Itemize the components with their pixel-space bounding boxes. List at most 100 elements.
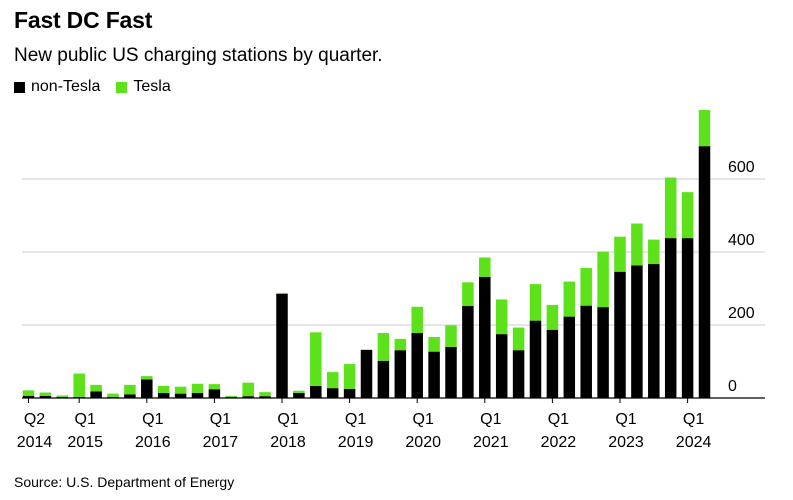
y-tick-labels: 0 200 400 600 xyxy=(728,159,755,395)
bar-non-tesla-q3-2022 xyxy=(580,305,592,398)
bar-non-tesla-q2-2015 xyxy=(90,391,102,398)
bar-non-tesla-q2-2019 xyxy=(360,349,373,398)
chart-subtitle: New public US charging stations by quart… xyxy=(14,45,383,66)
x-tick-labels: Q2 2014 Q1 2015 Q1 2016 Q1 2017 Q1 2018 Q1 2019 Q1 20… xyxy=(17,398,712,451)
bar-tesla-q3-2021 xyxy=(512,327,525,351)
x-tick-label-year: 2017 xyxy=(203,434,239,451)
x-tick-label-quarter: Q2 xyxy=(24,411,45,428)
x-tick-label-year: 2023 xyxy=(608,434,644,451)
bar-tesla-q4-2021 xyxy=(529,284,542,321)
bar-non-tesla-q1-2021 xyxy=(479,276,491,398)
bar-tesla-q2-2017 xyxy=(225,395,238,397)
bar-non-tesla-q2-2020 xyxy=(428,351,440,398)
bar-tesla-q2-2023 xyxy=(631,223,643,266)
bar-non-tesla-q4-2019 xyxy=(394,350,407,398)
bar-non-tesla-q1-2024 xyxy=(681,238,694,398)
x-tick-label-quarter: Q1 xyxy=(142,411,163,428)
bar-non-tesla-q2-2022 xyxy=(563,316,576,398)
bar-non-tesla-q4-2021 xyxy=(529,320,542,398)
source-note: Source: U.S. Department of Energy xyxy=(14,474,235,490)
bar-tesla-q1-2017 xyxy=(208,384,221,390)
bar-tesla-q4-2020 xyxy=(462,282,474,307)
bar-non-tesla-q2-2021 xyxy=(495,334,508,398)
bar-non-tesla-q1-2022 xyxy=(546,329,559,398)
bar-tesla-q2-2020 xyxy=(428,337,440,352)
legend: non-Tesla Tesla xyxy=(14,78,187,96)
legend-swatch-non-tesla xyxy=(14,81,25,93)
x-tick-label-year: 2022 xyxy=(541,434,577,451)
bar-non-tesla-q4-2015 xyxy=(124,394,136,398)
bar-tesla-q1-2018 xyxy=(276,292,288,294)
bar-non-tesla-q3-2016 xyxy=(174,393,187,398)
bar-non-tesla-q3-2018 xyxy=(310,385,322,398)
bar-non-tesla-q1-2023 xyxy=(614,271,626,398)
x-tick-label-quarter: Q1 xyxy=(75,411,96,428)
bar-tesla-q4-2022 xyxy=(597,251,609,308)
y-tick-label-400: 400 xyxy=(728,232,755,249)
bar-tesla-q2-2024 xyxy=(698,110,711,147)
bar-tesla-q1-2022 xyxy=(546,304,559,330)
bars xyxy=(22,110,711,398)
bar-tesla-q1-2016 xyxy=(141,376,153,380)
bar-tesla-q4-2014 xyxy=(56,395,69,397)
x-tick-label-quarter: Q1 xyxy=(345,411,366,428)
bar-tesla-q3-2020 xyxy=(445,325,457,347)
bar-tesla-q2-2014 xyxy=(22,390,35,396)
x-tick-label-quarter: Q1 xyxy=(683,411,704,428)
x-tick-label-year: 2019 xyxy=(338,434,374,451)
bar-non-tesla-q3-2020 xyxy=(445,346,457,398)
bar-tesla-q4-2016 xyxy=(191,383,204,393)
bar-non-tesla-q2-2014 xyxy=(22,395,35,398)
bar-tesla-q2-2018 xyxy=(293,390,305,393)
legend-item-tesla: Tesla xyxy=(116,78,171,96)
bar-tesla-q4-2023 xyxy=(664,177,677,239)
bar-tesla-q3-2022 xyxy=(580,268,592,306)
bar-tesla-q1-2023 xyxy=(614,236,626,272)
x-tick-label-quarter: Q1 xyxy=(277,411,298,428)
y-tick-label-200: 200 xyxy=(728,305,755,322)
bar-non-tesla-q4-2022 xyxy=(597,307,609,398)
bar-tesla-q3-2019 xyxy=(377,333,390,361)
bar-tesla-q4-2019 xyxy=(394,338,407,351)
bar-non-tesla-q4-2020 xyxy=(462,306,474,398)
chart-title: Fast DC Fast xyxy=(14,7,153,33)
bar-tesla-q2-2015 xyxy=(90,384,102,392)
bar-tesla-q3-2017 xyxy=(242,382,254,397)
bar-non-tesla-q3-2023 xyxy=(648,264,660,398)
x-tick-label-year: 2014 xyxy=(17,434,53,451)
bar-non-tesla-q4-2017 xyxy=(259,396,271,398)
bar-tesla-q4-2018 xyxy=(326,372,339,389)
bar-non-tesla-q2-2016 xyxy=(157,392,170,398)
bar-tesla-q3-2014 xyxy=(39,392,52,396)
x-tick-label-year: 2020 xyxy=(405,434,441,451)
legend-item-non-tesla: non-Tesla xyxy=(14,78,100,96)
bar-non-tesla-q2-2018 xyxy=(293,392,305,398)
bar-tesla-q1-2019 xyxy=(343,364,356,389)
legend-label-non-tesla: non-Tesla xyxy=(31,78,101,95)
bar-tesla-q3-2023 xyxy=(648,239,660,265)
bar-non-tesla-q1-2019 xyxy=(343,388,356,398)
bar-non-tesla-q3-2014 xyxy=(39,395,52,398)
bar-non-tesla-q3-2021 xyxy=(512,350,525,398)
bar-tesla-q4-2015 xyxy=(124,384,136,395)
bar-non-tesla-q2-2024 xyxy=(698,146,711,398)
bar-non-tesla-q1-2018 xyxy=(276,293,288,398)
bar-tesla-q3-2018 xyxy=(310,332,322,386)
y-tick-label-600: 600 xyxy=(728,159,755,176)
x-tick-label-year: 2021 xyxy=(473,434,509,451)
x-tick-label-year: 2016 xyxy=(135,434,171,451)
legend-label-tesla: Tesla xyxy=(133,78,171,95)
x-tick-label-quarter: Q1 xyxy=(615,411,636,428)
y-tick-label-0: 0 xyxy=(728,378,737,395)
x-tick-label-year: 2018 xyxy=(270,434,306,451)
bar-non-tesla-q4-2018 xyxy=(326,388,339,398)
bar-non-tesla-q4-2016 xyxy=(191,392,204,398)
bar-non-tesla-q1-2016 xyxy=(141,379,153,398)
x-tick-label-quarter: Q1 xyxy=(548,411,569,428)
bar-non-tesla-q1-2020 xyxy=(411,333,423,398)
legend-swatch-tesla xyxy=(116,81,128,93)
x-tick-label-year: 2024 xyxy=(676,434,712,451)
bar-tesla-q3-2015 xyxy=(107,393,119,397)
bar-tesla-q2-2022 xyxy=(563,281,576,317)
